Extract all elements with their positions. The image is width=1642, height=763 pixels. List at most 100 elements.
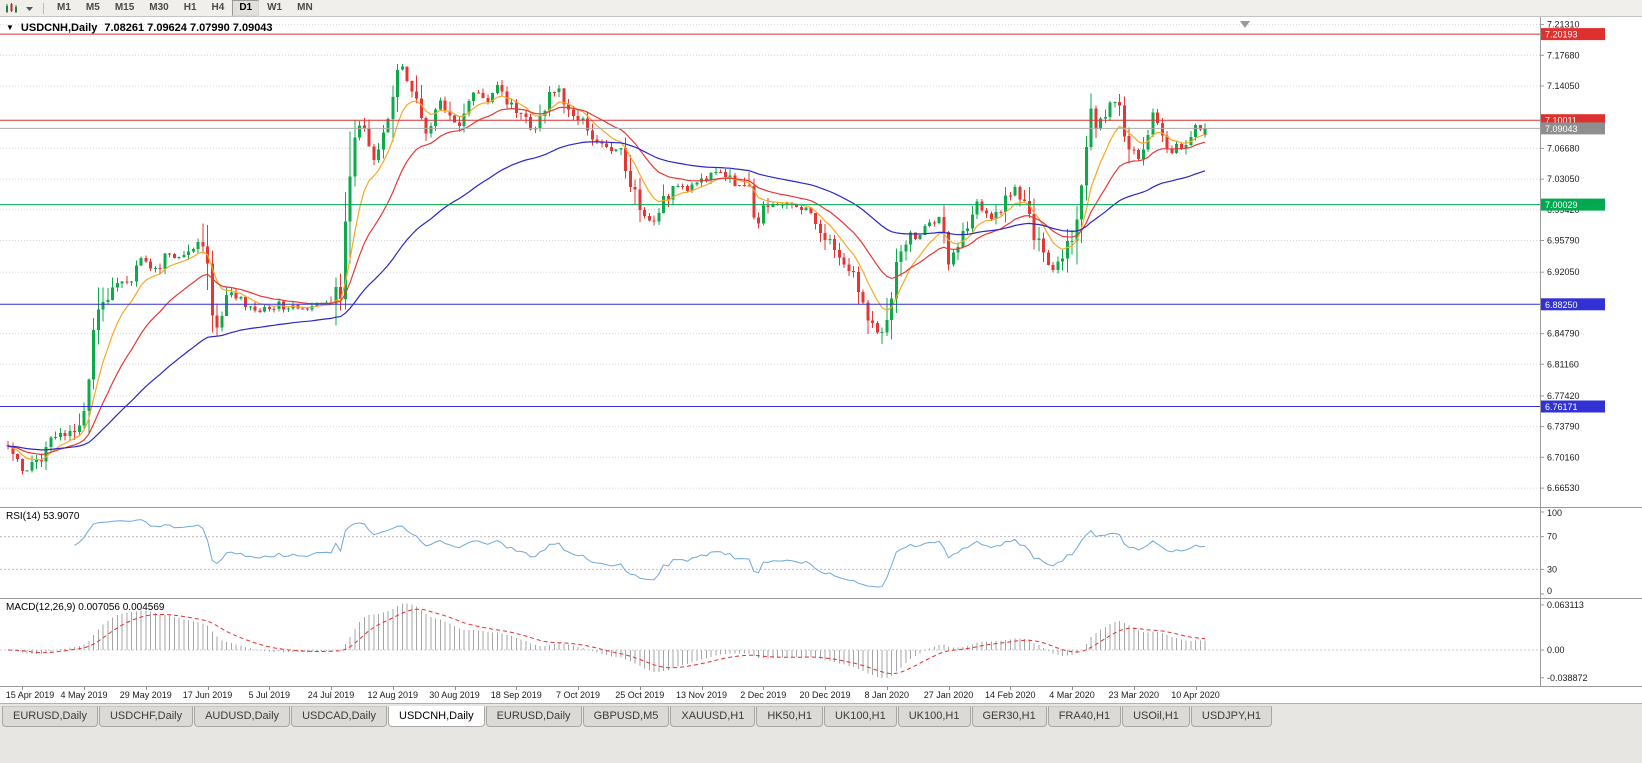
macd-level-label: 0.00 [1547,645,1565,655]
symbol-tab-uk100-h1[interactable]: UK100,H1 [897,706,971,727]
date-label: 10 Apr 2020 [1171,690,1220,700]
date-tick [578,687,579,690]
toolbar-divider [43,2,44,14]
symbol-tab-usoil-h1[interactable]: USOil,H1 [1122,706,1190,727]
price-tag-label: 7.09043 [1545,124,1578,134]
price-tick-label: 6.92050 [1547,267,1580,277]
date-label: 18 Sep 2019 [490,690,542,700]
date-label: 12 Aug 2019 [367,690,419,700]
symbol-tab-hk50-h1[interactable]: HK50,H1 [756,706,823,727]
date-label: 25 Oct 2019 [615,690,665,700]
date-label: 15 Apr 2019 [5,690,55,700]
date-label: 20 Dec 2019 [799,690,851,700]
date-tick [1010,687,1012,690]
main-chart-plot[interactable]: 7.213107.176807.140507.066807.030506.994… [0,17,1642,507]
date-tick [84,687,85,690]
main-chart-panel: 7.213107.176807.140507.066807.030506.994… [0,17,1642,507]
date-tick [886,687,888,690]
chevron-down-icon[interactable] [21,1,37,16]
date-label: 17 Jun 2019 [182,690,233,700]
moving-average-20 [7,106,1206,456]
price-tag-label: 7.20193 [1545,30,1578,40]
price-tick-label: 7.06680 [1547,143,1580,153]
price-tick-label: 6.73790 [1547,422,1580,432]
price-tick-label: 7.14050 [1547,81,1580,91]
symbol-tabbar: EURUSD,Daily USDCHF,Daily AUDUSD,Daily USDC… [0,703,1642,763]
date-axis[interactable]: 15 Apr 2019 4 May 2019 29 May 2019 17 Jun 2… [0,686,1642,703]
timeframe-button-m1[interactable]: M1 [57,2,71,13]
date-label: 8 Jan 2020 [864,690,910,700]
date-tick [701,687,703,690]
date-tick [948,687,950,690]
symbol-tab-uk100-h1[interactable]: UK100,H1 [823,706,897,727]
date-tick [269,687,271,690]
timeframe-button-m30[interactable]: M30 [149,2,169,13]
price-tag [1541,122,1605,135]
symbol-tab-usdcad-daily[interactable]: USDCAD,Daily [291,706,388,727]
symbol-tab-fra40-h1[interactable]: FRA40,H1 [1047,706,1122,727]
candles[interactable] [6,64,1207,475]
timeframe-button-h1[interactable]: H1 [183,2,197,13]
date-label: 13 Nov 2019 [675,690,728,700]
chart-shift-marker[interactable] [1240,21,1250,28]
symbol-tab-gbpusd-m5[interactable]: GBPUSD,M5 [582,706,670,727]
date-label: 24 Jul 2019 [307,690,355,700]
timeframe-buttons: M1 M5 M15 M30 H1 H4 D1 W1 MN [50,0,320,16]
rsi-label: RSI(14) 53.9070 [6,511,80,522]
date-tick [22,687,24,690]
date-label: 4 May 2019 [60,690,108,700]
date-tick [331,687,332,690]
symbol-tab-ger30-h1[interactable]: GER30,H1 [971,706,1047,727]
price-tag-label: 6.88250 [1545,300,1578,310]
timeframe-button-d1[interactable]: D1 [232,0,260,16]
macd-plot[interactable]: 0.063113 0.00 -0.038872 [0,599,1642,686]
macd-label: MACD(12,26,9) 0.007056 0.004569 [6,602,165,613]
date-tick [763,687,765,690]
macd-histogram [12,603,1206,679]
price-tag-label: 7.10011 [1545,116,1577,126]
date-tick [392,687,394,690]
date-tick [454,687,456,690]
price-tag [1541,28,1605,41]
date-tick [516,687,518,690]
timeframe-button-m15[interactable]: M15 [114,2,135,13]
date-tick [1133,687,1135,690]
rsi-plot[interactable]: 100 70 30 0 [0,508,1642,598]
date-label: 4 Mar 2020 [1049,690,1095,700]
price-tick-label: 7.03050 [1547,174,1580,184]
moving-average-8 [7,95,1206,461]
price-tick-label: 6.84790 [1547,329,1580,339]
rsi-level-label: 100 [1547,508,1562,518]
date-tick [1195,687,1197,690]
date-tick [825,687,826,690]
date-tick [639,687,641,690]
date-label: 14 Feb 2020 [984,690,1036,700]
symbol-tab-usdchf-daily[interactable]: USDCHF,Daily [98,706,194,727]
chart-type-icon[interactable] [3,1,19,16]
timeframe-toolbar: M1 M5 M15 M30 H1 H4 D1 W1 MN [0,0,1642,17]
symbol-tab-audusd-daily[interactable]: AUDUSD,Daily [194,706,291,727]
symbol-tab-eurusd-daily[interactable]: EURUSD,Daily [2,706,98,727]
price-tag [1541,198,1605,211]
symbol-tab-xauusd-h1[interactable]: XAUUSD,H1 [670,706,756,727]
symbol-tab-eurusd-daily[interactable]: EURUSD,Daily [485,706,582,727]
price-tick-label: 7.21310 [1547,20,1580,30]
symbol-tab-usdcnh-daily[interactable]: USDCNH,Daily [388,706,485,727]
symbol-tab-usdjpy-h1[interactable]: USDJPY,H1 [1190,706,1273,727]
macd-signal-line [7,608,1206,675]
price-tick-label: 6.66530 [1547,483,1580,493]
timeframe-button-m5[interactable]: M5 [85,2,100,13]
macd-level-label: 0.063113 [1547,600,1584,610]
timeframe-button-mn[interactable]: MN [297,2,313,13]
rsi-level-label: 30 [1547,564,1557,574]
price-tick-label: 7.17680 [1547,50,1580,60]
date-label: 30 Aug 2019 [429,690,480,700]
price-tick-label: 6.81160 [1547,359,1579,369]
price-tag-label: 6.76171 [1545,402,1578,412]
rsi-level-label: 70 [1547,532,1557,542]
date-tick [207,687,209,690]
date-label: 23 Mar 2020 [1108,690,1160,700]
timeframe-button-w1[interactable]: W1 [267,2,283,13]
rsi-level-label: 0 [1547,586,1552,596]
timeframe-button-h4[interactable]: H4 [211,2,225,13]
